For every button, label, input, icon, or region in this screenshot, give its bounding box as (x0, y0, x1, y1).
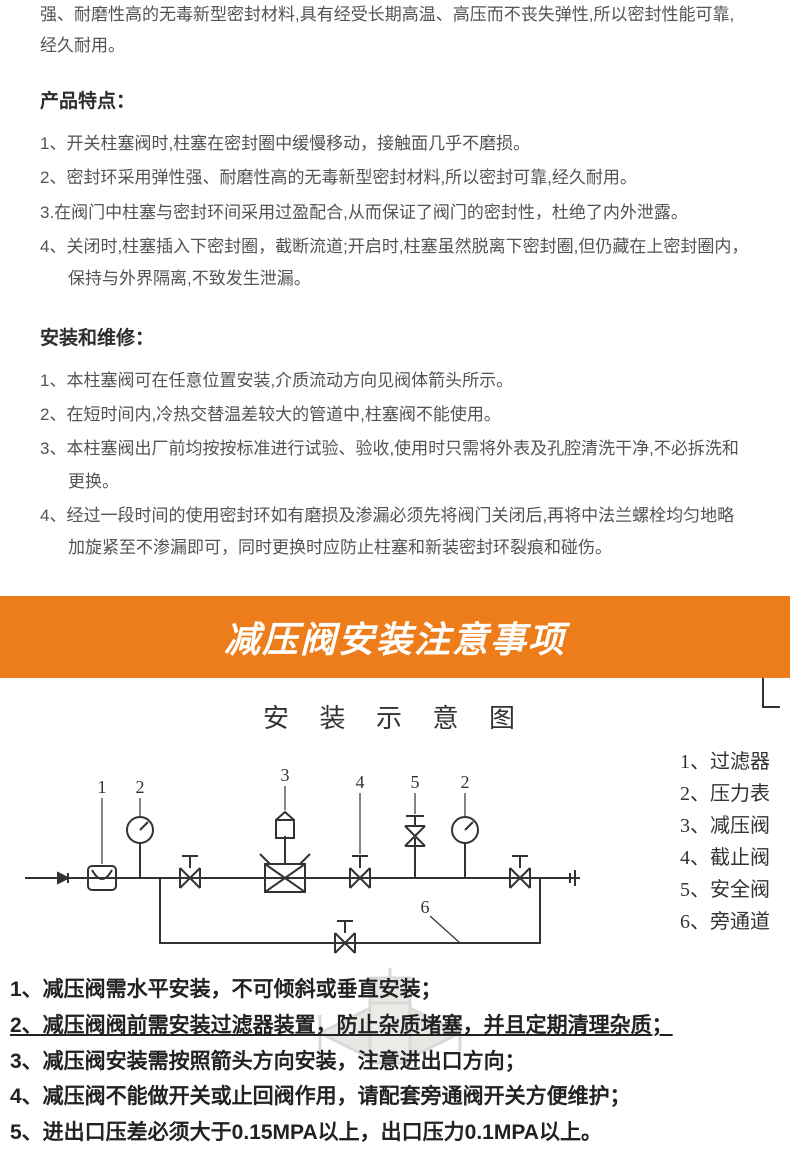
feature-item: 4、关闭时,柱塞插入下密封圈，截断流道;开启时,柱塞虽然脱离下密封圈,但仍藏在上… (40, 231, 750, 296)
legend-row: 2、压力表 (680, 778, 770, 810)
maintenance-item: 4、经过一段时间的使用密封环如有磨损及渗漏必须先将阀门关闭后,再将中法兰螺栓均匀… (40, 500, 750, 565)
legend-row: 6、旁通道 (680, 906, 770, 938)
install-banner: 减压阀安装注意事项 (0, 596, 790, 678)
diagram-legend: 1、过滤器 2、压力表 3、减压阀 4、截止阀 5、安全阀 6、旁通道 (680, 746, 770, 938)
callout-3: 3 (281, 765, 290, 785)
features-section: 产品特点： 1、开关柱塞阀时,柱塞在密封圈中缓慢移动，接触面几乎不磨损。 2、密… (0, 71, 790, 307)
maintenance-item: 2、在短时间内,冷热交替温差较大的管道中,柱塞阀不能使用。 (40, 399, 750, 431)
callout-2: 2 (136, 777, 145, 797)
feature-item: 2、密封环采用弹性强、耐磨性高的无毒新型密封材料,所以密封可靠,经久耐用。 (40, 162, 750, 194)
callout-6: 6 (421, 897, 430, 917)
callout-1: 1 (98, 777, 107, 797)
legend-row: 5、安全阀 (680, 874, 770, 906)
features-title: 产品特点： (40, 86, 750, 113)
install-note: 3、减压阀安装需按照箭头方向安装，注意进出口方向； (10, 1045, 780, 1079)
legend-row: 3、减压阀 (680, 810, 770, 842)
install-notes: 1、减压阀需水平安装，不可倾斜或垂直安装； 2、减压阀阀前需安装过滤器装置，防止… (0, 968, 790, 1161)
install-note: 1、减压阀需水平安装，不可倾斜或垂直安装； (10, 973, 780, 1007)
diagram-title: 安 装 示 意 图 (10, 698, 780, 735)
intro-fragment: 强、耐磨性高的无毒新型密封材料,具有经受长期高温、高压而不丧失弹性,所以密封性能… (0, 0, 790, 71)
maintenance-item: 1、本柱塞阀可在任意位置安装,介质流动方向见阀体箭头所示。 (40, 365, 750, 397)
callout-2r: 2 (461, 772, 470, 792)
feature-item: 1、开关柱塞阀时,柱塞在密封圈中缓慢移动，接触面几乎不磨损。 (40, 128, 750, 160)
feature-item: 3.在阀门中柱塞与密封环间采用过盈配合,从而保证了阀门的密封性，杜绝了内外泄露。 (40, 197, 750, 229)
maintenance-item: 3、本柱塞阀出厂前均按按标准进行试验、验收,使用时只需将外表及孔腔清洗干净,不必… (40, 433, 750, 498)
install-note: 2、减压阀阀前需安装过滤器装置，防止杂质堵塞，并且定期清理杂质； (10, 1009, 780, 1043)
legend-row: 1、过滤器 (680, 746, 770, 778)
maintenance-title: 安装和维修： (40, 323, 750, 350)
install-note: 5、进出口压差必须大于0.15MPA以上，出口压力0.1MPA以上。 (10, 1116, 780, 1150)
install-diagram: 1 2 3 4 5 2 6 (20, 748, 600, 958)
install-note: 4、减压阀不能做开关或止回阀作用，请配套旁通阀开关方便维护； (10, 1080, 780, 1114)
callout-5: 5 (411, 772, 420, 792)
diagram-corner-mark (762, 678, 780, 708)
callout-4: 4 (356, 772, 365, 792)
legend-row: 4、截止阀 (680, 842, 770, 874)
diagram-area: 安 装 示 意 图 (0, 678, 790, 968)
maintenance-section: 安装和维修： 1、本柱塞阀可在任意位置安装,介质流动方向见阀体箭头所示。 2、在… (0, 308, 790, 577)
